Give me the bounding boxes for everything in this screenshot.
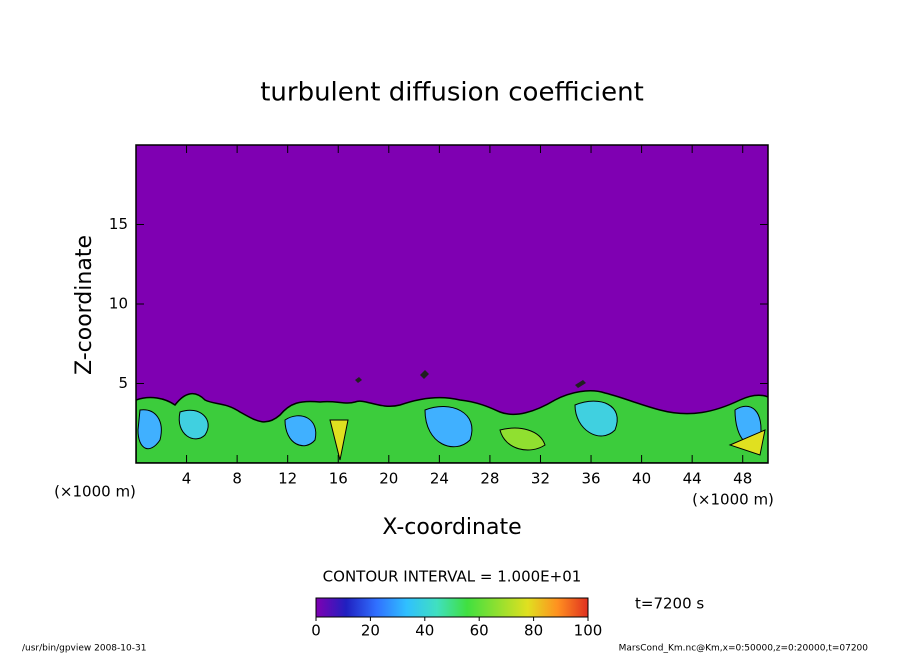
y-tick-label: 10 <box>109 295 128 313</box>
contour-interval: CONTOUR INTERVAL = 1.000E+01 <box>323 568 582 586</box>
x-unit: (×1000 m) <box>692 491 774 509</box>
y-tick-label: 5 <box>118 374 128 392</box>
y-tick-label: 15 <box>109 215 128 233</box>
x-tick-label: 40 <box>632 470 651 488</box>
colorbar-tick-label: 80 <box>524 622 543 640</box>
footer-left: /usr/bin/gpview 2008-10-31 <box>22 644 146 654</box>
x-tick-label: 24 <box>430 470 449 488</box>
y-unit: (×1000 m) <box>54 483 136 501</box>
x-tick-label: 20 <box>379 470 398 488</box>
x-axis-label: X-coordinate <box>382 515 521 540</box>
colorbar-tick-label: 60 <box>470 622 489 640</box>
x-tick-label: 4 <box>182 470 192 488</box>
y-axis-label: Z-coordinate <box>72 235 97 375</box>
x-tick-label: 28 <box>480 470 499 488</box>
time-label: t=7200 s <box>635 595 704 613</box>
x-tick-label: 16 <box>329 470 348 488</box>
colorbar-tick-label: 40 <box>415 622 434 640</box>
footer-right: MarsCond_Km.nc@Km,x=0:50000,z=0:20000,t=… <box>619 644 869 654</box>
x-tick-label: 44 <box>683 470 702 488</box>
x-tick-label: 36 <box>581 470 600 488</box>
x-tick-label: 48 <box>733 470 752 488</box>
x-tick-label: 8 <box>232 470 242 488</box>
colorbar-tick-label: 100 <box>574 622 603 640</box>
turbulent-layer <box>136 370 768 463</box>
x-tick-label: 12 <box>278 470 297 488</box>
colorbar <box>315 597 589 618</box>
chart-title: turbulent diffusion coefficient <box>260 78 644 108</box>
x-tick-label: 32 <box>531 470 550 488</box>
colorbar-tick-label: 0 <box>311 622 321 640</box>
colorbar-tick-label: 20 <box>361 622 380 640</box>
